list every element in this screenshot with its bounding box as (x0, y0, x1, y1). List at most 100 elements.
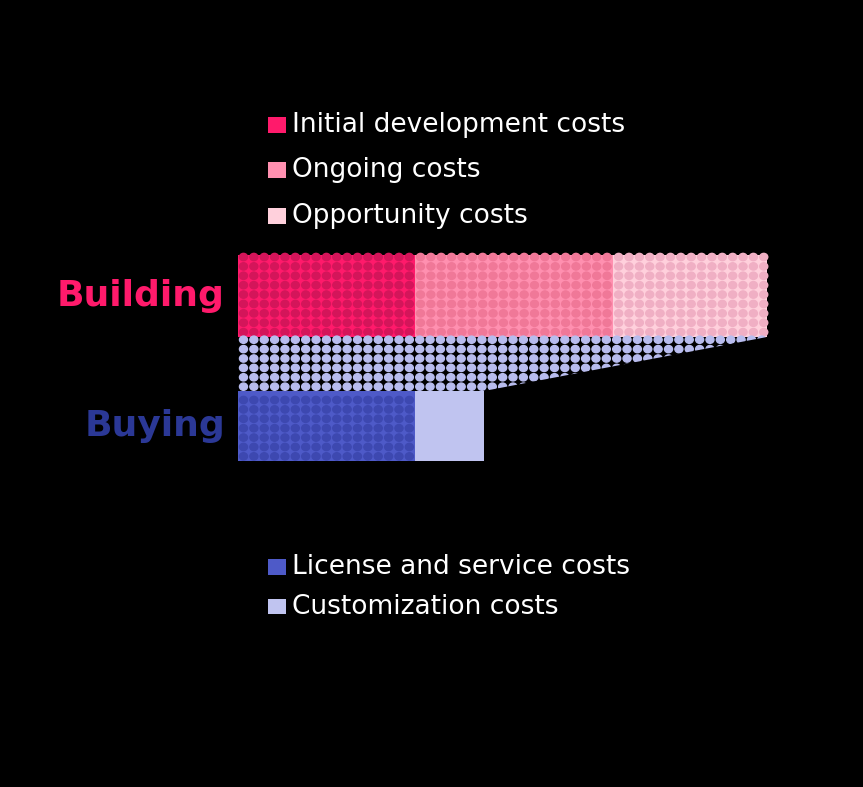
Circle shape (479, 328, 487, 336)
Circle shape (488, 336, 496, 343)
Circle shape (302, 253, 310, 260)
Circle shape (685, 383, 693, 390)
Circle shape (656, 328, 665, 336)
Circle shape (271, 310, 279, 317)
Circle shape (281, 319, 289, 327)
Circle shape (333, 301, 341, 308)
Circle shape (427, 253, 435, 260)
Circle shape (395, 328, 403, 336)
Circle shape (520, 272, 528, 279)
Circle shape (364, 345, 372, 353)
Circle shape (364, 406, 372, 413)
Circle shape (323, 443, 331, 451)
Circle shape (656, 291, 665, 298)
Circle shape (271, 383, 279, 390)
Circle shape (593, 328, 601, 336)
Circle shape (261, 336, 268, 343)
Circle shape (613, 383, 620, 390)
Circle shape (530, 336, 538, 343)
Circle shape (500, 319, 507, 327)
Circle shape (271, 282, 279, 289)
Circle shape (687, 263, 696, 270)
Circle shape (375, 434, 382, 442)
Circle shape (312, 272, 320, 279)
Circle shape (417, 282, 425, 289)
Circle shape (448, 301, 456, 308)
Circle shape (623, 355, 631, 362)
Circle shape (654, 355, 662, 362)
Circle shape (499, 345, 507, 353)
Circle shape (271, 374, 279, 381)
Circle shape (417, 328, 425, 336)
Circle shape (261, 301, 268, 308)
Circle shape (395, 443, 403, 451)
Circle shape (469, 272, 476, 279)
Circle shape (354, 301, 362, 308)
Circle shape (385, 282, 393, 289)
Circle shape (509, 336, 517, 343)
Circle shape (312, 301, 320, 308)
Circle shape (562, 263, 570, 270)
Circle shape (427, 272, 435, 279)
Circle shape (426, 336, 434, 343)
Circle shape (572, 253, 580, 260)
Circle shape (737, 374, 745, 381)
Circle shape (438, 272, 445, 279)
Circle shape (602, 364, 610, 371)
Circle shape (292, 345, 299, 353)
Circle shape (747, 374, 755, 381)
Circle shape (406, 263, 413, 270)
Circle shape (602, 336, 610, 343)
Circle shape (530, 364, 538, 371)
Circle shape (666, 253, 675, 260)
Circle shape (323, 310, 331, 317)
Text: Building: Building (57, 279, 225, 313)
Circle shape (271, 434, 279, 442)
Circle shape (354, 443, 362, 451)
Circle shape (479, 282, 487, 289)
Circle shape (696, 355, 703, 362)
Circle shape (281, 345, 289, 353)
Circle shape (343, 416, 351, 423)
Circle shape (375, 253, 382, 260)
Circle shape (646, 310, 654, 317)
Circle shape (697, 263, 706, 270)
Circle shape (697, 319, 706, 327)
Circle shape (656, 253, 665, 260)
Circle shape (687, 272, 696, 279)
Circle shape (312, 364, 320, 371)
Text: Opportunity costs: Opportunity costs (292, 202, 527, 229)
Circle shape (697, 301, 706, 308)
Circle shape (551, 301, 559, 308)
Circle shape (541, 301, 549, 308)
Circle shape (364, 364, 372, 371)
Circle shape (613, 364, 620, 371)
Circle shape (302, 406, 310, 413)
Circle shape (302, 434, 310, 442)
Text: Customization costs: Customization costs (292, 593, 558, 619)
Circle shape (687, 328, 696, 336)
Circle shape (728, 272, 737, 279)
Circle shape (583, 253, 590, 260)
Circle shape (323, 336, 331, 343)
Circle shape (592, 383, 600, 390)
Circle shape (531, 319, 539, 327)
Circle shape (593, 263, 601, 270)
Circle shape (737, 336, 745, 343)
Circle shape (633, 374, 641, 381)
Circle shape (739, 263, 747, 270)
Circle shape (333, 263, 341, 270)
Circle shape (489, 263, 497, 270)
Bar (415, 391, 484, 461)
Circle shape (457, 355, 465, 362)
Circle shape (687, 253, 696, 260)
Circle shape (333, 310, 341, 317)
Circle shape (489, 328, 497, 336)
Circle shape (312, 355, 320, 362)
Circle shape (385, 416, 393, 423)
Circle shape (249, 282, 258, 289)
Circle shape (239, 406, 248, 413)
Circle shape (644, 336, 652, 343)
Circle shape (323, 424, 331, 432)
Circle shape (500, 272, 507, 279)
